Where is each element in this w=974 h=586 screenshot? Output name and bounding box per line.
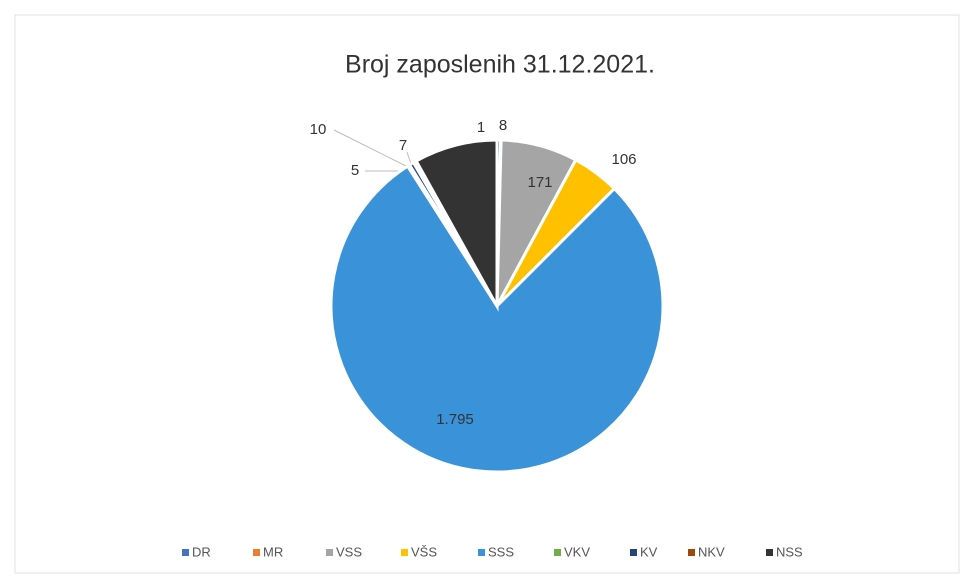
data-label: 1.795 xyxy=(436,411,474,428)
legend-marker xyxy=(630,549,637,556)
legend-marker xyxy=(478,549,485,556)
legend-marker xyxy=(688,549,695,556)
legend-label: MR xyxy=(263,544,283,559)
data-label: 5 xyxy=(351,162,359,179)
legend-label: VKV xyxy=(564,544,590,559)
legend-marker xyxy=(554,549,561,556)
data-label: 185 xyxy=(453,173,478,190)
legend-marker xyxy=(766,549,773,556)
legend-label: KV xyxy=(640,544,658,559)
legend-label: DR xyxy=(192,544,211,559)
data-label: 10 xyxy=(310,121,327,138)
data-label: 8 xyxy=(499,117,507,134)
pie-slice xyxy=(414,138,499,312)
legend-marker xyxy=(326,549,333,556)
legend-label: SSS xyxy=(488,544,514,559)
data-label: 106 xyxy=(611,151,636,168)
data-label: 171 xyxy=(527,174,552,191)
legend-label: VŠS xyxy=(411,544,437,559)
data-label: 7 xyxy=(399,137,407,154)
leader-line xyxy=(333,129,411,169)
legend-marker xyxy=(182,549,189,556)
data-label: 1 xyxy=(477,119,485,136)
chart-title: Broj zaposlenih 31.12.2021. xyxy=(345,51,655,79)
legend-label: NSS xyxy=(776,544,803,559)
pie-slice xyxy=(329,164,665,474)
legend-label: NKV xyxy=(698,544,725,559)
legend-marker xyxy=(253,549,260,556)
legend-marker xyxy=(401,549,408,556)
legend-label: VSS xyxy=(336,544,362,559)
